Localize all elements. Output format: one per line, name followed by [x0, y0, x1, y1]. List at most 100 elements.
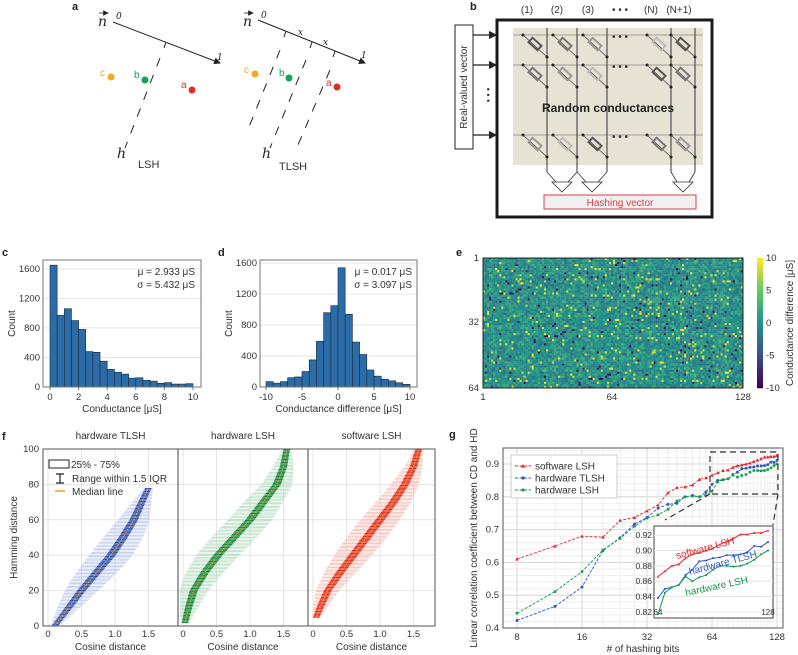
x-tick-label: 0 [335, 392, 340, 403]
heatmap-cell [675, 276, 679, 279]
heatmap-cell [645, 278, 648, 281]
heatmap-cell [629, 290, 632, 293]
comparator-icon [576, 171, 608, 193]
heatmap-cell [716, 318, 719, 322]
heatmap-cell [680, 306, 683, 309]
histogram-bar [78, 329, 87, 388]
heatmap-cell [619, 318, 622, 322]
heatmap-cell [527, 314, 530, 318]
heatmap-cell [560, 320, 563, 324]
heatmap-cell [548, 274, 551, 277]
heatmap-cell [574, 270, 577, 273]
heatmap-cell [485, 278, 488, 281]
heatmap-cell [574, 306, 577, 309]
heatmap-cell [489, 288, 492, 291]
heatmap-cell [596, 310, 599, 314]
heatmap-cell [600, 288, 604, 291]
heatmap-cell [633, 282, 636, 285]
heatmap-cell [564, 320, 567, 324]
heatmap-cell [617, 304, 620, 307]
heatmap-cell [675, 260, 679, 263]
heatmap-cell [659, 258, 662, 261]
heatmap-cell [507, 276, 510, 279]
heatmap-cell [505, 314, 508, 318]
heatmap-cell [641, 308, 644, 312]
heatmap-cell [584, 298, 587, 301]
heatmap-cell [732, 284, 736, 287]
heatmap-cell [509, 323, 512, 326]
heatmap-cell [550, 268, 553, 271]
heatmap-cell [702, 294, 705, 297]
heatmap-cell [641, 320, 644, 324]
heatmap-cell [570, 280, 573, 283]
heatmap-cell [517, 323, 520, 326]
heatmap-cell [738, 292, 742, 295]
heatmap-cell [598, 278, 602, 281]
heatmap-cell [629, 323, 632, 326]
heatmap-cell [698, 290, 701, 293]
heatmap-cell [726, 312, 729, 316]
heatmap-cell [669, 304, 673, 307]
heatmap-cell [657, 292, 660, 295]
heatmap-cell [505, 310, 508, 314]
heatmap-cell [543, 327, 547, 330]
heatmap-cell [740, 318, 744, 322]
heatmap-cell [501, 260, 504, 263]
heatmap-cell [673, 327, 677, 330]
heatmap-cell [584, 272, 587, 275]
heatmap-cell [738, 329, 742, 332]
heatmap-cell [564, 323, 567, 326]
heatmap-cell [724, 316, 727, 320]
heatmap-cell [643, 286, 646, 289]
heatmap-cell [606, 323, 610, 326]
heatmap-cell [572, 268, 575, 271]
heatmap-cell [509, 288, 512, 291]
heatmap-cell [623, 264, 626, 267]
heatmap-cell [543, 268, 547, 271]
heatmap-cell [521, 280, 524, 283]
heatmap-cell [667, 288, 671, 291]
heatmap-cell [667, 312, 671, 316]
heatmap-cell [726, 262, 729, 265]
heatmap-cell [675, 310, 679, 314]
lsh-title: LSH [138, 159, 159, 171]
heatmap-cell [576, 318, 579, 322]
heatmap-cell [728, 304, 732, 307]
heatmap-cell [592, 298, 595, 301]
heatmap-cell [501, 294, 504, 297]
heatmap-cell [712, 286, 715, 289]
heatmap-cell [505, 292, 508, 295]
heatmap-cell [655, 278, 658, 281]
heatmap-cell [543, 258, 547, 261]
heatmap-cell [657, 260, 660, 263]
heatmap-cell [736, 304, 740, 307]
heatmap-cell [568, 288, 571, 291]
heatmap-cell [527, 264, 530, 267]
heatmap-cell [675, 262, 679, 265]
heatmap-cell [548, 318, 551, 322]
heatmap-cell [690, 266, 693, 269]
heatmap-cell [698, 329, 701, 332]
heatmap-cell [655, 306, 658, 309]
heatmap-cell [627, 296, 630, 299]
heatmap-cell [627, 274, 630, 277]
heatmap-cell [568, 292, 571, 295]
heatmap-cell [710, 284, 713, 287]
heatmap-cell [684, 284, 687, 287]
heatmap-cell [635, 282, 638, 285]
memristor-icon [527, 136, 543, 152]
heatmap-cell [485, 264, 488, 267]
heatmap-cell [716, 308, 719, 312]
heatmap-cell [503, 320, 506, 324]
heatmap-cell [531, 333, 534, 336]
heatmap-cell [552, 325, 555, 328]
heatmap-cell [604, 274, 608, 277]
heatmap-cell [732, 316, 736, 320]
heatmap-cell [521, 323, 524, 326]
heatmap-cell [696, 323, 699, 326]
heatmap-cell [527, 302, 530, 305]
heatmap-cell [617, 258, 620, 261]
heatmap-cell [552, 276, 555, 279]
heatmap-cell [659, 294, 662, 297]
heatmap-cell [566, 302, 569, 305]
